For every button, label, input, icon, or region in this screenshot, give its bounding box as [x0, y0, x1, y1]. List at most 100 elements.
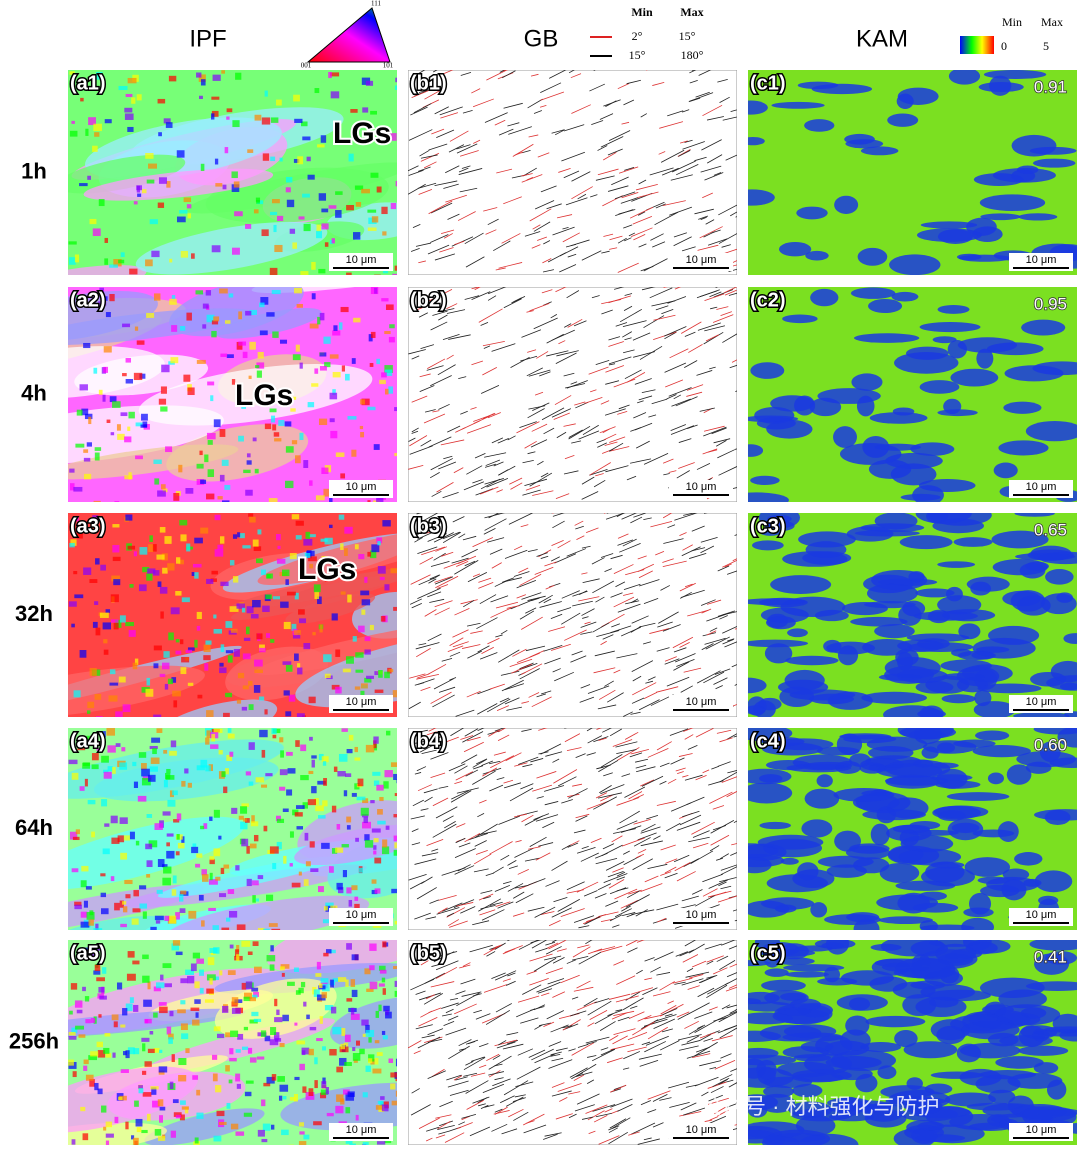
boundary: [623, 1051, 641, 1060]
boundary: [459, 187, 478, 193]
grain: [180, 1000, 186, 1005]
boundary: [633, 818, 651, 825]
boundary: [625, 600, 640, 605]
low-kam-region: [787, 628, 808, 638]
boundary: [410, 106, 428, 116]
boundary: [701, 139, 722, 151]
grain: [75, 829, 80, 835]
boundary: [666, 394, 677, 400]
boundary: [635, 764, 647, 769]
boundary: [685, 971, 710, 978]
boundary: [726, 972, 737, 978]
grain: [172, 790, 178, 796]
grain: [324, 673, 331, 679]
boundary: [623, 99, 635, 106]
low-kam-region: [1033, 728, 1077, 735]
boundary: [447, 213, 460, 220]
grain: [220, 353, 228, 357]
grain: [133, 551, 138, 557]
boundary: [553, 897, 568, 903]
grain-region: [330, 996, 397, 1049]
low-kam-region: [919, 380, 960, 394]
grain-region: [266, 940, 397, 974]
grain: [293, 94, 300, 102]
grain: [236, 603, 245, 609]
boundary: [435, 806, 458, 819]
grain: [85, 128, 89, 136]
boundary: [528, 692, 540, 698]
boundary: [527, 98, 543, 109]
grain: [187, 213, 192, 219]
grain: [187, 975, 195, 984]
grain: [259, 729, 268, 738]
grain: [76, 409, 83, 416]
grain: [361, 188, 370, 194]
boundary: [638, 395, 653, 401]
boundary: [616, 975, 636, 985]
boundary: [513, 891, 525, 899]
grain: [376, 1052, 383, 1056]
low-kam-region: [956, 666, 1000, 687]
grain: [280, 964, 290, 969]
grain: [230, 628, 238, 633]
boundary: [482, 367, 498, 376]
low-kam-region: [748, 598, 807, 606]
grain: [102, 394, 106, 402]
boundary: [641, 287, 656, 291]
grain: [376, 358, 380, 365]
grain: [212, 74, 221, 81]
grain: [187, 647, 195, 651]
boundary: [661, 1028, 673, 1033]
grain: [175, 1114, 182, 1119]
grain: [128, 630, 136, 637]
grain: [236, 1083, 241, 1089]
grain: [176, 557, 181, 564]
grain-region: [68, 346, 165, 399]
boundary: [604, 441, 618, 446]
boundary: [513, 571, 530, 577]
boundary: [486, 477, 509, 488]
grain: [254, 966, 262, 973]
boundary: [608, 336, 621, 341]
grain: [324, 1004, 334, 1011]
grain: [320, 1089, 328, 1095]
boundary: [550, 1051, 562, 1056]
boundary: [674, 861, 691, 872]
boundary: [632, 332, 651, 341]
boundary: [540, 185, 557, 193]
grain-region: [68, 665, 205, 717]
grain: [146, 860, 153, 868]
grain: [181, 836, 185, 843]
grain: [110, 815, 118, 824]
boundary: [617, 1016, 630, 1022]
grain: [246, 606, 254, 614]
grain: [105, 1121, 113, 1128]
boundary: [440, 229, 455, 235]
scale-bar-box: [329, 695, 393, 713]
grain: [350, 979, 356, 987]
grain: [302, 193, 310, 198]
boundary: [452, 516, 465, 523]
grain: [107, 745, 116, 753]
boundary: [730, 852, 737, 856]
low-kam-region: [792, 1083, 823, 1098]
low-kam-region: [973, 701, 1016, 717]
grain: [231, 807, 238, 814]
boundary: [689, 80, 698, 84]
grain: [382, 941, 387, 948]
grain: [196, 611, 202, 620]
boundary: [545, 942, 559, 950]
boundary: [463, 600, 475, 608]
boundary: [427, 244, 450, 255]
grain: [242, 545, 251, 549]
grain: [298, 216, 305, 220]
boundary: [717, 761, 731, 767]
boundary: [446, 354, 454, 360]
boundary: [521, 174, 543, 183]
boundary: [521, 173, 533, 177]
boundary: [575, 813, 590, 819]
boundary: [618, 404, 630, 410]
boundary: [682, 141, 705, 150]
boundary: [581, 608, 595, 616]
